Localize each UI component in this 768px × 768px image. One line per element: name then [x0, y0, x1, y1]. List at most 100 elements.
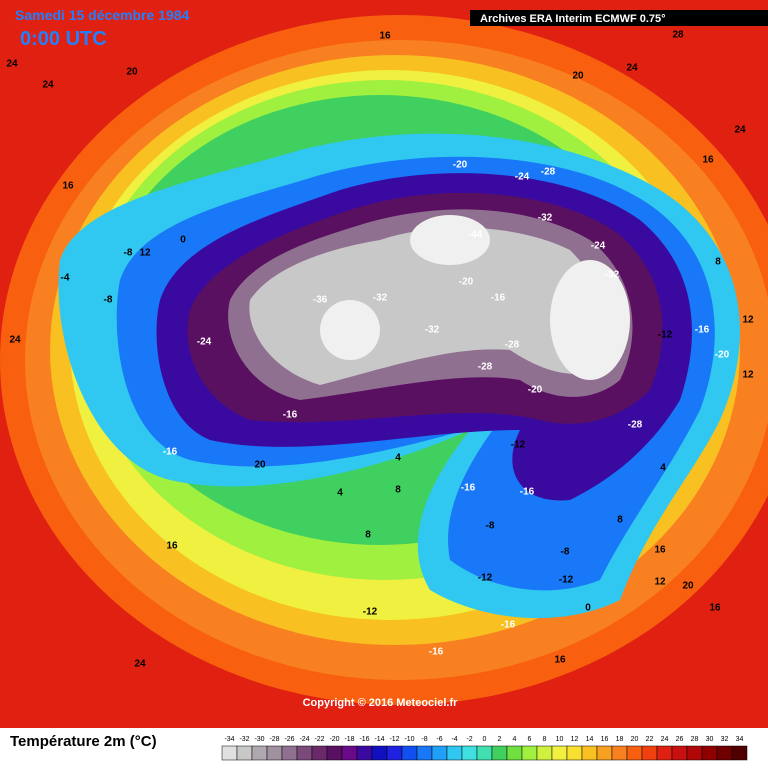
contour-label: 8 — [715, 257, 721, 268]
contour-label: 24 — [626, 63, 638, 74]
contour-label: -16 — [695, 325, 710, 336]
time: 0:00 UTC — [20, 28, 107, 50]
color-swatch — [506, 745, 523, 761]
contour-label: -16 — [501, 620, 516, 631]
color-swatch — [626, 745, 643, 761]
contour-label: -44 — [468, 230, 483, 241]
copyright: Copyright © 2016 Meteociel.fr — [303, 697, 459, 709]
color-swatch — [596, 745, 613, 761]
contour-label: 24 — [6, 59, 18, 70]
contour-label: -16 — [163, 447, 178, 458]
color-swatch — [416, 745, 433, 761]
color-swatch — [521, 745, 538, 761]
color-swatch — [431, 745, 448, 761]
colorbar-tick-label: -26 — [284, 736, 294, 743]
color-swatch — [701, 745, 718, 761]
color-swatch — [296, 745, 313, 761]
contour-label: 12 — [654, 577, 666, 588]
colorbar-tick-label: 10 — [556, 736, 564, 743]
date: Samedi 15 décembre 1984 — [15, 7, 190, 23]
color-swatch — [266, 745, 283, 761]
contour-label: -24 — [515, 172, 530, 183]
color-swatch — [386, 745, 403, 761]
contour-label: 16 — [654, 545, 666, 556]
colorbar-tick-label: 22 — [646, 736, 654, 743]
colorbar-tick-label: 18 — [616, 736, 624, 743]
contour-label: -28 — [478, 362, 493, 373]
colorbar-tick-label: -24 — [299, 736, 309, 743]
color-swatch — [611, 745, 628, 761]
contour-label: 4 — [660, 463, 666, 474]
source: Archives ERA Interim ECMWF 0.75° — [480, 13, 666, 25]
contour-label: 16 — [62, 181, 74, 192]
color-swatch — [656, 745, 673, 761]
contour-label: 12 — [742, 315, 754, 326]
contour-label: -12 — [363, 607, 378, 618]
contour-label: 16 — [166, 541, 178, 552]
color-swatch — [566, 745, 583, 761]
color-swatch — [341, 745, 358, 761]
color-swatch — [641, 745, 658, 761]
contour-label: -24 — [591, 241, 606, 252]
contour-label: 0 — [180, 235, 186, 246]
color-swatch — [581, 745, 598, 761]
colorbar-tick-label: 28 — [691, 736, 699, 743]
contour-label: -8 — [486, 521, 495, 532]
colorbar-tick-label: 16 — [601, 736, 609, 743]
contour-label: 8 — [365, 530, 371, 541]
color-swatch — [221, 745, 238, 761]
colorbar-tick-label: -30 — [254, 736, 264, 743]
colorbar-tick-label: 0 — [483, 736, 487, 743]
colorbar-tick-label: -22 — [314, 736, 324, 743]
colorbar-tick-label: -8 — [421, 736, 427, 743]
colorbar-tick-label: 14 — [586, 736, 594, 743]
colorbar-tick-label: 26 — [676, 736, 684, 743]
contour-label: -28 — [628, 420, 643, 431]
colorbar-tick-label: -34 — [224, 736, 234, 743]
color-swatch — [371, 745, 388, 761]
color-swatch — [491, 745, 508, 761]
colorbar-tick-label: -10 — [404, 736, 414, 743]
contour-label: 12 — [742, 370, 754, 381]
contour-label: -24 — [197, 337, 212, 348]
contour-label: -32 — [425, 325, 440, 336]
color-swatch — [461, 745, 478, 761]
color-swatch — [356, 745, 373, 761]
colorbar-tick-label: 6 — [528, 736, 532, 743]
contour-label: -8 — [104, 295, 113, 306]
contour-label: -8 — [561, 547, 570, 558]
color-swatch — [686, 745, 703, 761]
contour-label: 20 — [254, 460, 266, 471]
contour-label: -20 — [715, 350, 730, 361]
contour-label: 16 — [379, 31, 391, 42]
color-swatch — [476, 745, 493, 761]
contour-label: -12 — [658, 330, 673, 341]
colorbar-tick-label: -12 — [389, 736, 399, 743]
colorbar-tick-label: 2 — [498, 736, 502, 743]
contour-label: 8 — [617, 515, 623, 526]
colorbar-tick-label: 30 — [706, 736, 714, 743]
contour-label: -28 — [541, 167, 556, 178]
color-swatch — [236, 745, 253, 761]
contour-label: -16 — [283, 410, 298, 421]
legend-title: Température 2m (°C) — [10, 733, 157, 750]
contour-label: -12 — [478, 573, 493, 584]
colorbar-tick-label: -14 — [374, 736, 384, 743]
contour-label: -28 — [505, 340, 520, 351]
contour-label: 24 — [134, 659, 146, 670]
contour-label: -20 — [528, 385, 543, 396]
contour-label: -16 — [429, 647, 444, 658]
color-swatch — [446, 745, 463, 761]
contour-label: 24 — [9, 335, 21, 346]
contour-label: 28 — [672, 30, 684, 41]
contour-label: 4 — [337, 488, 343, 499]
contour-label: -32 — [373, 293, 388, 304]
colorbar-tick-label: 8 — [543, 736, 547, 743]
contour-label: 24 — [734, 125, 746, 136]
contour-label: 0 — [585, 603, 591, 614]
contour-label: -32 — [538, 213, 553, 224]
colorbar-tick-label: -32 — [239, 736, 249, 743]
contour-label: 20 — [126, 67, 138, 78]
contour-label: -8 — [124, 248, 133, 259]
contour-label: 16 — [702, 155, 714, 166]
